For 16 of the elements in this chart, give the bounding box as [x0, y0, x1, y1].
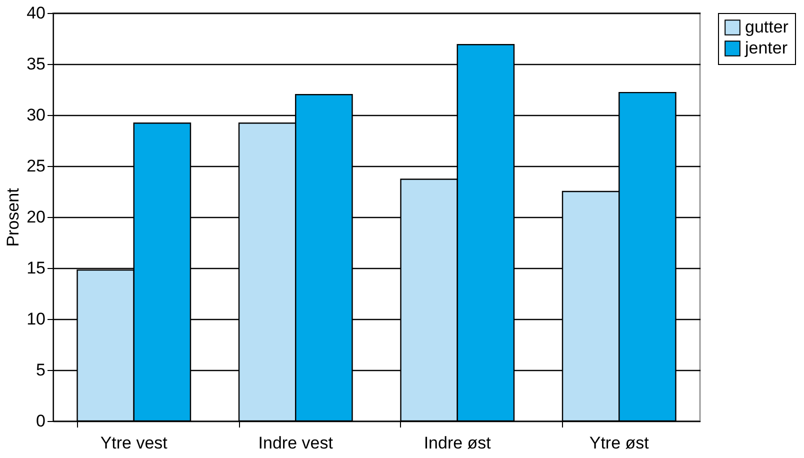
legend-label: jenter	[744, 38, 788, 58]
x-tick-label: Indre øst	[424, 434, 492, 452]
y-tick-label: 0	[36, 412, 46, 430]
y-tick-label: 20	[26, 208, 46, 226]
y-tick-label: 5	[36, 360, 46, 380]
y-tick-label: 15	[26, 258, 46, 278]
x-tick-label: Indre vest	[258, 434, 334, 452]
x-tick-label: Ytre øst	[589, 434, 650, 452]
y-axis-title: Prosent	[4, 188, 23, 247]
y-tick-label: 40	[26, 4, 46, 22]
y-tick-label: 35	[26, 54, 46, 74]
legend-label: gutter	[745, 18, 789, 36]
y-tick-label: 10	[26, 310, 46, 328]
y-tick-label: 30	[26, 106, 46, 124]
y-tick-label: 25	[26, 156, 46, 176]
x-tick-label: Ytre vest	[100, 434, 168, 452]
